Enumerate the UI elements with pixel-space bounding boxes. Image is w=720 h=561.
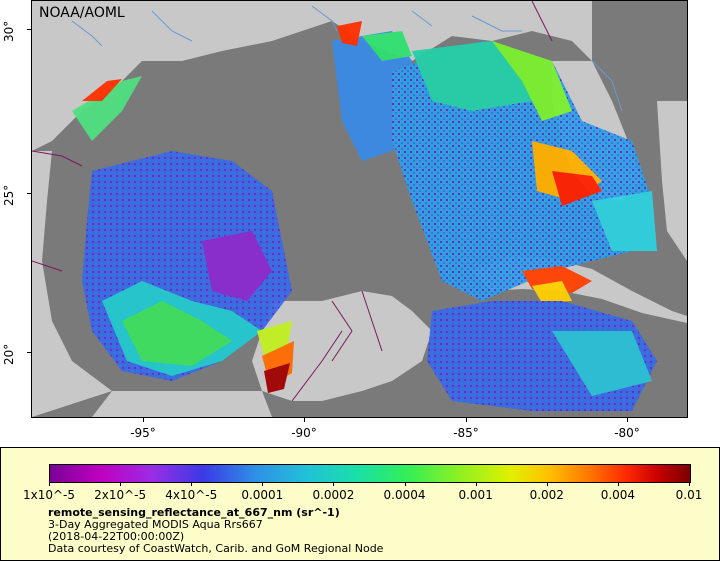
colorbar-tick-label: 2x10^-5 [94,488,147,502]
colorbar-tick-label: 0.0002 [312,488,355,502]
lat-tick-label: 30° [2,20,16,42]
colorbar-tick-mark [191,482,193,486]
lon-tick-label: -95° [130,426,156,440]
lon-tick-label: -80° [614,426,640,440]
colorbar-tick-mark [617,482,619,486]
legend-subtitle: 3-Day Aggregated MODIS Aqua Rrs667 [48,518,263,531]
colorbar-tick-label: 0.01 [675,488,703,502]
colorbar-tick-label: 1x10^-5 [22,488,76,502]
colorbar [49,464,691,483]
central-america-land [92,391,272,417]
lon-tick-label: -85° [453,426,479,440]
legend-credit: Data courtesy of CoastWatch, Carib. and … [48,542,384,555]
rivers [71,5,623,112]
map-canvas [32,1,687,417]
lon-tick-label: -90° [291,426,317,440]
colorbar-tick-mark [546,482,548,486]
colorbar-tick-mark [262,482,264,486]
lat-tick-label: 20° [2,343,16,365]
map-panel[interactable]: NOAA/AOML [31,0,688,418]
colorbar-tick-mark [120,482,122,486]
lon-tick-mark [466,418,467,422]
colorbar-tick-label: 0.0001 [241,488,284,502]
lat-tick-mark [27,193,31,194]
colorbar-tick-mark [49,482,50,486]
legend-date: (2018-04-22T00:00:00Z) [48,530,185,543]
lat-tick-mark [27,352,31,353]
colorbar-tick-mark [333,482,335,486]
reflectance-data [72,21,657,411]
mexico-land [32,151,112,417]
lon-tick-mark [143,418,144,422]
colorbar-tick-label: 4x10^-5 [165,488,218,502]
lon-tick-mark [627,418,628,422]
borders [32,1,553,402]
lon-tick-mark [304,418,305,422]
colorbar-tick-mark [475,482,477,486]
legend-title: remote_sensing_reflectance_at_667_nm (sr… [48,506,340,519]
colorbar-tick-label: 0.0004 [383,488,426,502]
colorbar-tick-mark [404,482,406,486]
colorbar-tick-label: 0.001 [458,488,493,502]
map-watermark: NOAA/AOML [39,5,125,21]
us-land [32,1,592,151]
legend-panel: 1x10^-5 2x10^-5 4x10^-5 0.0001 0.0002 0.0004 0… [0,447,720,561]
bahamas-land [657,101,687,261]
lat-tick-mark [27,29,31,30]
colorbar-tick-label: 0.002 [529,488,564,502]
lat-tick-label: 25° [2,184,16,206]
colorbar-tick-label: 0.004 [600,488,636,502]
colorbar-tick-mark [689,482,690,486]
